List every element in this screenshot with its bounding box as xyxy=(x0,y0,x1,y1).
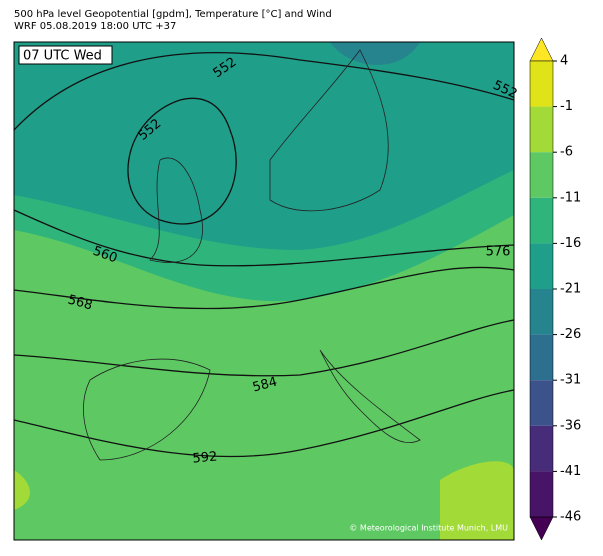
colorbar-segment xyxy=(530,471,553,517)
colorbar-segment xyxy=(530,106,553,153)
colorbar-extension xyxy=(529,37,554,62)
colorbar-tick-label: -26 xyxy=(560,327,581,342)
time-box xyxy=(18,45,113,65)
colorbar-segment xyxy=(530,243,553,289)
colorbar-tick-label: -16 xyxy=(560,236,581,251)
contour-label: 568 xyxy=(66,293,94,314)
temp-region xyxy=(440,461,514,540)
title: 500 hPa level Geopotential [gpdm], Tempe… xyxy=(14,9,332,20)
colorbar-segment xyxy=(530,61,553,107)
colorbar: 4 -1 -6 -11 -16 -21 -26 -31 -36 -41 -46 xyxy=(529,37,581,541)
colorbar-segment xyxy=(530,425,553,472)
coastlines xyxy=(83,49,421,461)
contour-label: 576 xyxy=(486,245,511,260)
map: 07 UTC Wed © Meteorological Institute Mu… xyxy=(13,41,519,541)
contour-label: 592 xyxy=(192,449,218,466)
colorbar-segment xyxy=(530,152,553,198)
colorbar-tick-label: -46 xyxy=(560,510,581,525)
colorbar-tick-label: -36 xyxy=(560,418,581,433)
colorbar-tick-label: -41 xyxy=(560,464,581,479)
colorbar-tick-label: -11 xyxy=(560,190,581,205)
colorbar-tick-label: -31 xyxy=(560,373,581,388)
colorbar-segment xyxy=(530,334,553,381)
contours xyxy=(14,52,514,458)
colorbar-segment xyxy=(530,197,553,244)
colorbar-tick-label: -6 xyxy=(560,145,573,160)
copyright: © Meteorological Institute Munich, LMU xyxy=(349,524,508,533)
time-label: 07 UTC Wed xyxy=(23,49,102,64)
contour-label: 584 xyxy=(251,375,279,396)
colorbar-segment xyxy=(530,289,553,335)
temp-region xyxy=(14,42,514,250)
colorbar-segment xyxy=(530,380,553,426)
colorbar-tick-label: -21 xyxy=(560,282,581,297)
colorbar-tick-label: -1 xyxy=(560,99,573,114)
subtitle: WRF 05.08.2019 18:00 UTC +37 xyxy=(14,21,176,32)
colorbar-extension xyxy=(529,516,554,541)
map-frame xyxy=(13,41,515,541)
temp-region xyxy=(14,470,30,510)
colorbar-tick-label: 4 xyxy=(560,54,568,69)
